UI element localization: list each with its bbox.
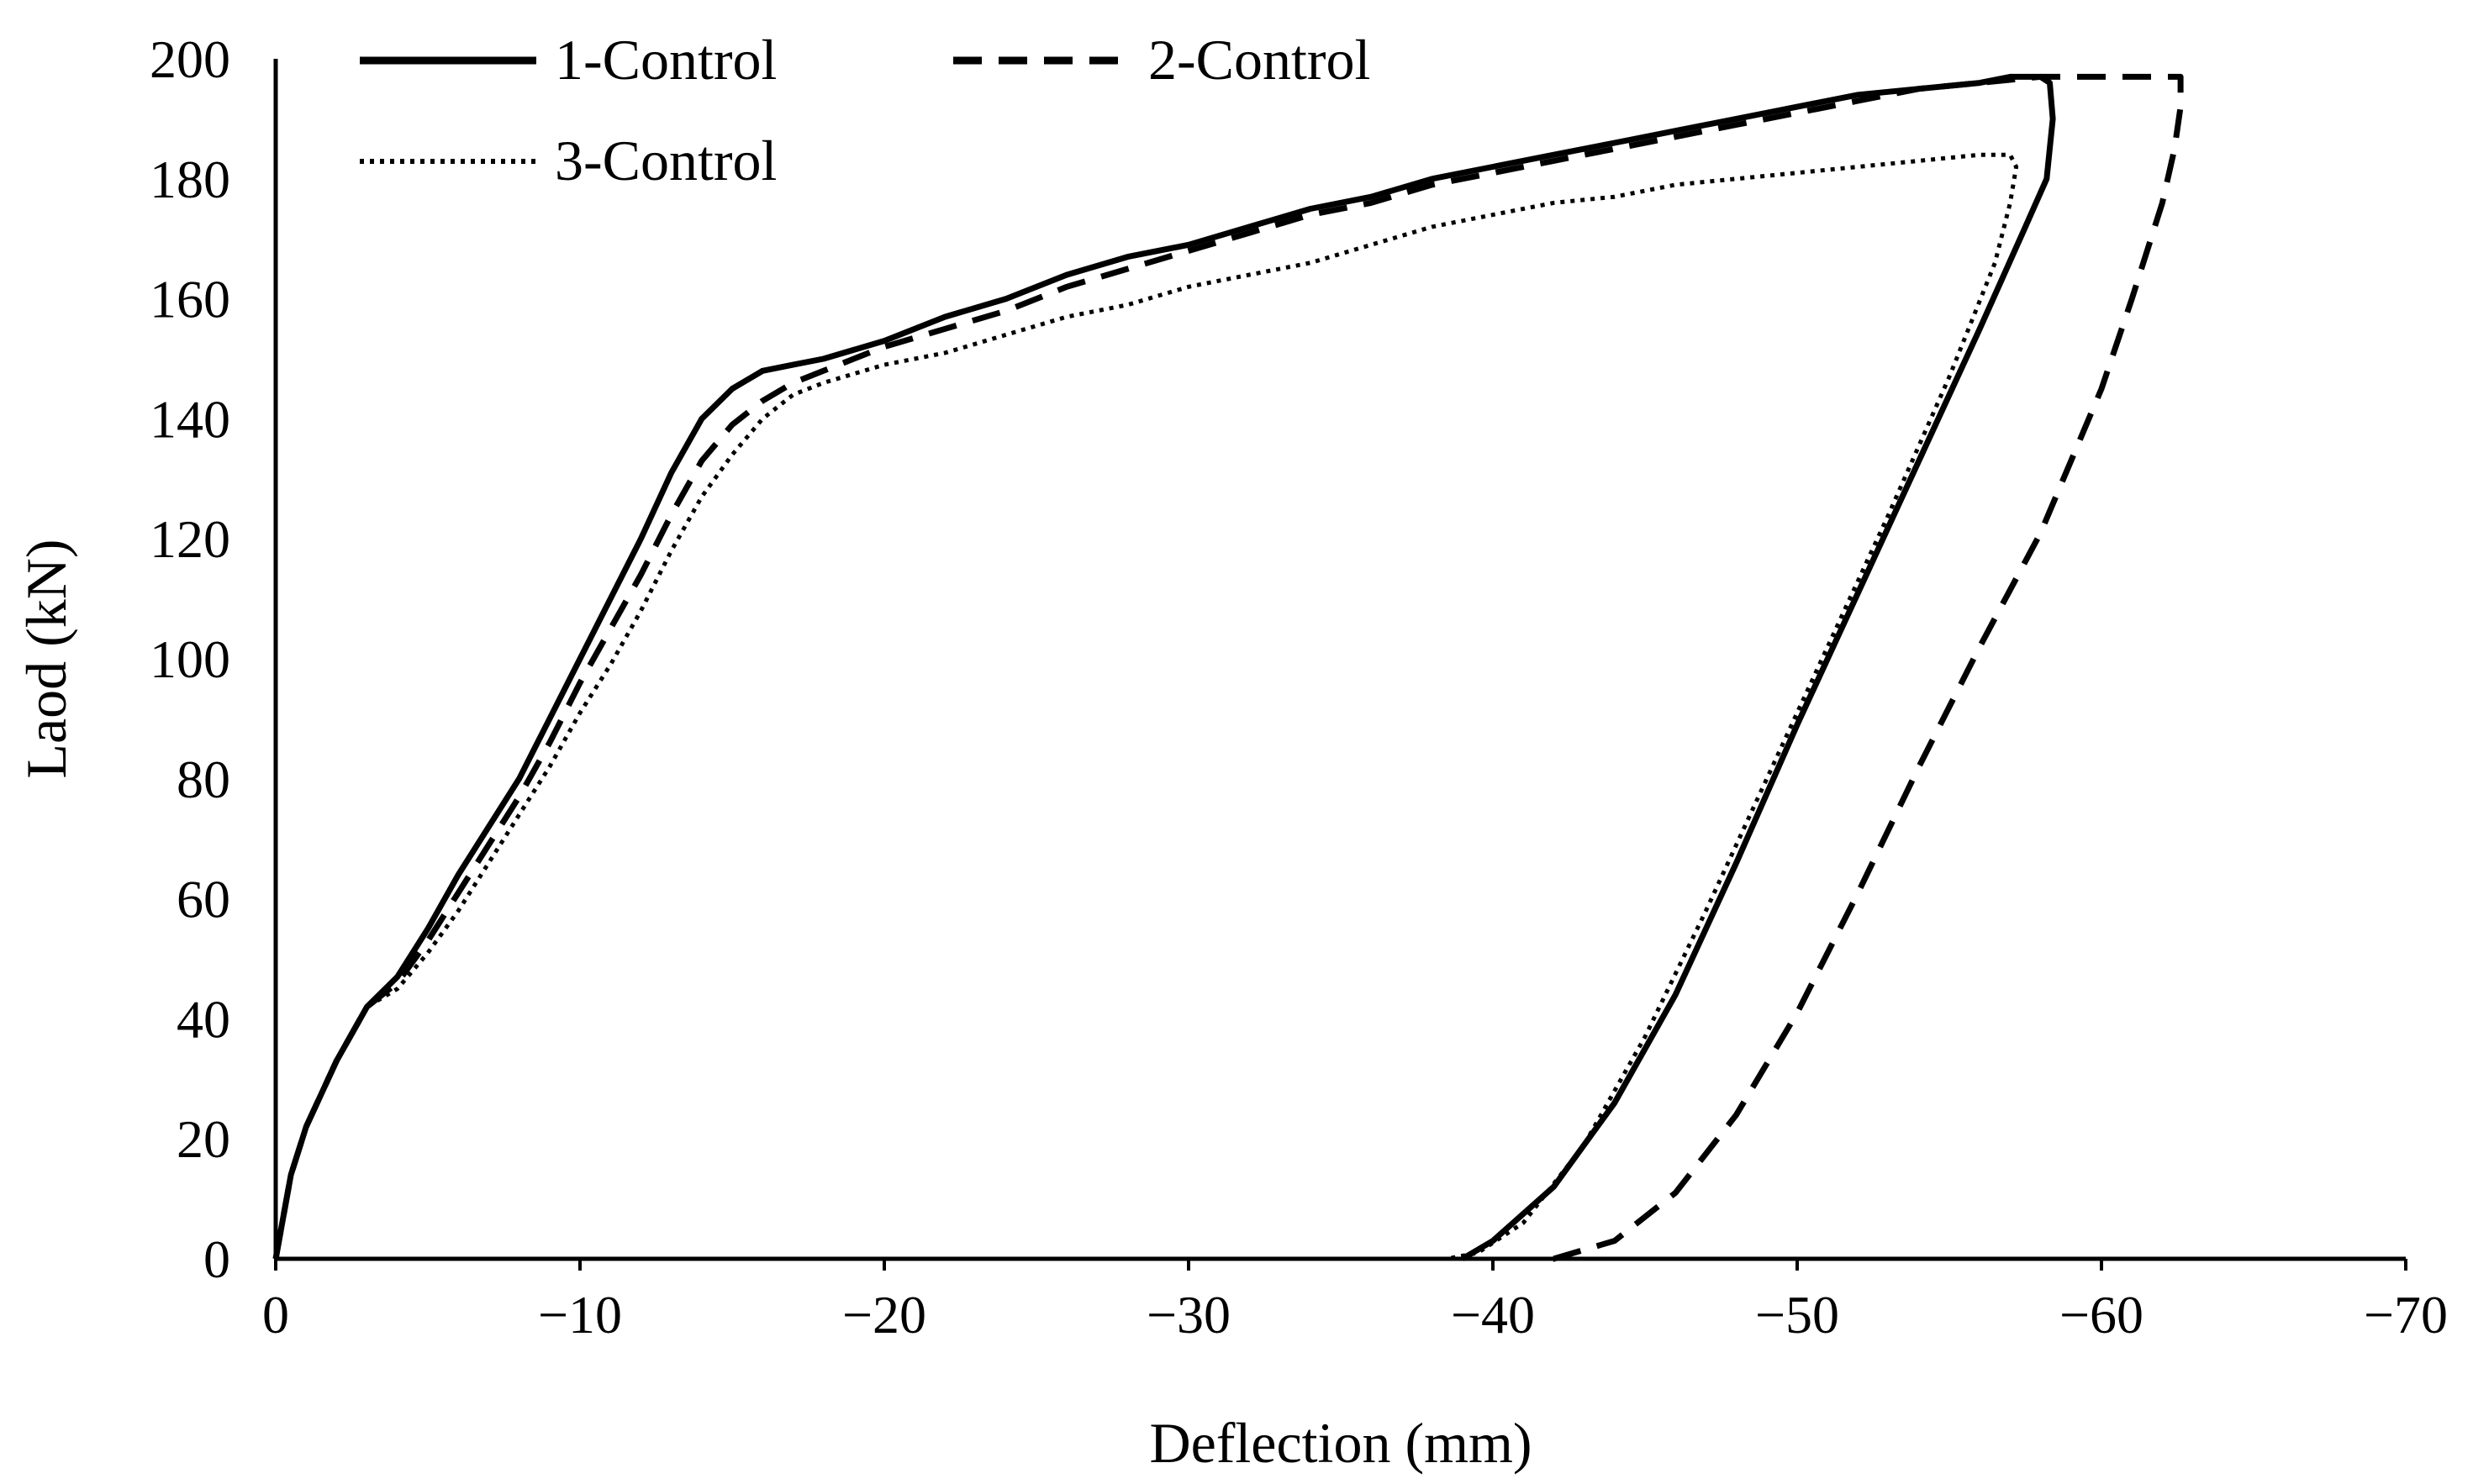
y-tick-label: 120 (150, 509, 230, 569)
x-tick-label: −30 (1147, 1285, 1231, 1345)
y-tick-label: 180 (150, 150, 230, 209)
series-line-2-control (272, 73, 2184, 1262)
series-line-1-control (272, 73, 2056, 1262)
x-tick-label: −60 (2059, 1285, 2143, 1345)
y-tick-label: 100 (150, 629, 230, 689)
x-tick-label: 0 (262, 1285, 289, 1345)
plot-area (272, 73, 2184, 1262)
y-axis-title: Laod (kN) (14, 539, 78, 778)
x-tick-label: −20 (842, 1285, 926, 1345)
y-tick-label: 0 (203, 1229, 230, 1289)
x-tick-label: −50 (1755, 1285, 1839, 1345)
x-axis-ticks: 0 −10 −20 −30 −40 −50 −60 −70 (262, 1259, 2448, 1345)
y-tick-label: 140 (150, 389, 230, 449)
x-tick-label: −70 (2364, 1285, 2448, 1345)
x-tick-label: −40 (1451, 1285, 1535, 1345)
y-axis-ticks: 0 20 40 60 80 100 120 140 160 180 200 (150, 29, 230, 1289)
legend-label-2-control: 2-Control (1148, 28, 1370, 92)
y-tick-label: 160 (150, 270, 230, 329)
series-line-3-control (273, 152, 2019, 1261)
y-tick-label: 20 (177, 1109, 230, 1169)
legend-label-3-control: 3-Control (555, 129, 777, 192)
x-axis-title: Deflection (mm) (1149, 1411, 1532, 1475)
x-tick-label: −10 (538, 1285, 622, 1345)
y-tick-label: 60 (177, 870, 230, 929)
y-tick-label: 40 (177, 989, 230, 1049)
y-tick-label: 80 (177, 750, 230, 809)
y-tick-label: 200 (150, 29, 230, 89)
legend: 1-Control 2-Control 3-Control (360, 28, 1370, 192)
legend-label-1-control: 1-Control (555, 28, 777, 92)
